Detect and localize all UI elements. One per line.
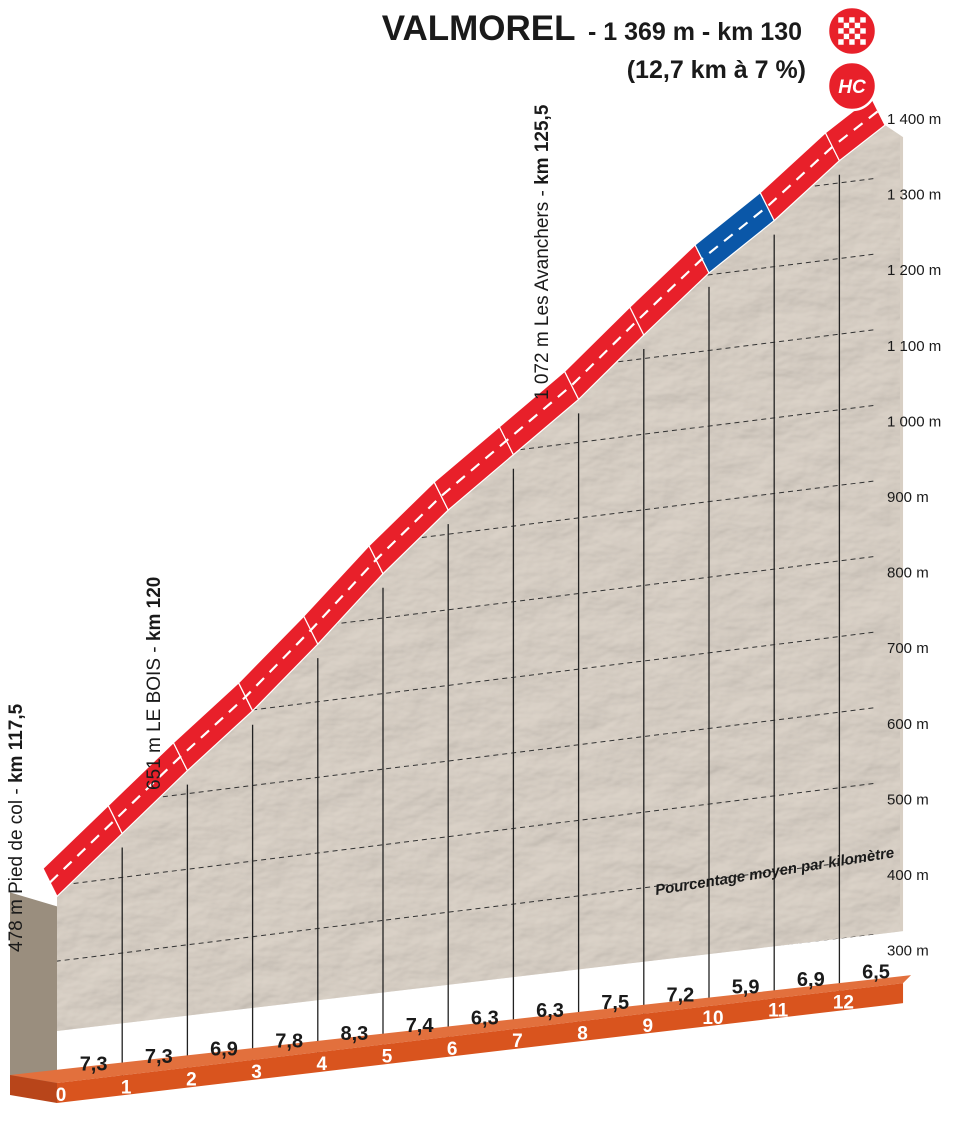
checker-square bbox=[843, 33, 850, 40]
km-label: 8 bbox=[577, 1023, 588, 1044]
base-bar bbox=[57, 983, 904, 1103]
checker-square bbox=[838, 22, 844, 29]
checker-square bbox=[838, 17, 844, 23]
km-label: 2 bbox=[186, 1070, 197, 1091]
landmark-name: 651 m LE BOIS - bbox=[144, 641, 165, 790]
summit-title: VALMOREL - 1 369 m - km 130 bbox=[382, 9, 802, 48]
terrain-texture bbox=[57, 125, 900, 1032]
gradient-label: 7,5 bbox=[601, 992, 629, 1014]
checker-square bbox=[843, 39, 850, 45]
checker-square bbox=[849, 33, 855, 40]
km-label: 11 bbox=[768, 1000, 789, 1021]
gradient-label: 7,8 bbox=[275, 1031, 303, 1053]
km-label: 9 bbox=[643, 1016, 654, 1037]
gradient-label: 6,3 bbox=[471, 1008, 499, 1030]
checker-square bbox=[854, 17, 861, 23]
km-label: 6 bbox=[447, 1039, 458, 1060]
altitude-tick-label: 600 m bbox=[887, 716, 929, 733]
altitude-tick-label: 1 100 m bbox=[887, 338, 941, 355]
summit-climb: (12,7 km à 7 %) bbox=[627, 56, 806, 84]
km-label: 1 bbox=[121, 1077, 132, 1098]
gradient-label: 6,9 bbox=[210, 1038, 238, 1060]
altitude-tick-label: 700 m bbox=[887, 640, 929, 657]
gradient-label: 7,3 bbox=[145, 1046, 173, 1068]
gradient-label: 8,3 bbox=[340, 1023, 368, 1045]
checker-square bbox=[843, 17, 850, 23]
base-bar-left-side bbox=[10, 1075, 57, 1103]
landmark-label: 478 m Pied de col - km 117,5 bbox=[6, 703, 27, 952]
road-ribbon bbox=[42, 96, 886, 898]
altitude-tick-label: 1 300 m bbox=[887, 187, 941, 204]
landmark-label: 651 m LE BOIS - km 120 bbox=[144, 577, 165, 790]
checker-square bbox=[860, 33, 866, 40]
checker-square bbox=[854, 39, 861, 45]
checker-square bbox=[849, 17, 855, 23]
altitude-tick-label: 500 m bbox=[887, 791, 929, 808]
landmark-name: 478 m Pied de col - bbox=[6, 783, 27, 952]
gradient-label: 6,9 bbox=[797, 969, 825, 991]
checker-square bbox=[854, 28, 861, 34]
landmark-km: km 125,5 bbox=[532, 104, 553, 185]
altitude-tick-label: 800 m bbox=[887, 565, 929, 582]
base-bar-top bbox=[10, 975, 912, 1083]
km-label: 12 bbox=[833, 993, 854, 1014]
gradient-label: 7,3 bbox=[80, 1054, 108, 1076]
landmark-name: 1 072 m Les Avanchers - bbox=[532, 185, 553, 400]
km-axis: 0 1 2 3 4 5 6 7 8 9 10 11 12 bbox=[56, 993, 854, 1106]
landmark-km: km 120 bbox=[144, 577, 165, 641]
altitude-tick-label: 1 400 m bbox=[887, 111, 941, 128]
checker-square bbox=[849, 39, 855, 45]
gradient-label: 7,2 bbox=[666, 984, 694, 1006]
altitude-tick-label: 400 m bbox=[887, 867, 929, 884]
km-label: 4 bbox=[317, 1054, 328, 1075]
checker-square bbox=[860, 17, 866, 23]
terrain-left-side bbox=[10, 892, 57, 1091]
km-dividers bbox=[121, 174, 841, 1079]
altitude-tick-label: 300 m bbox=[887, 943, 929, 960]
checker-square bbox=[854, 33, 861, 40]
checkered-flag-icon bbox=[826, 5, 878, 57]
checker-square bbox=[838, 39, 844, 45]
altitude-tick-label: 1 200 m bbox=[887, 262, 941, 279]
checker-square bbox=[843, 22, 850, 29]
altitude-tick-label: 900 m bbox=[887, 489, 929, 506]
checker-square bbox=[849, 22, 855, 29]
altitude-axis: 300 m 400 m 500 m 600 m 700 m 800 m 900 m 1 000… bbox=[887, 111, 941, 960]
hc-category-badge: HC bbox=[826, 60, 878, 112]
summit-details: - 1 369 m - km 130 bbox=[588, 18, 802, 46]
landmark-km: km 117,5 bbox=[6, 703, 27, 783]
km-label: 10 bbox=[702, 1008, 723, 1029]
svg-text:HC: HC bbox=[838, 77, 866, 98]
km-label: 3 bbox=[251, 1062, 262, 1083]
landmark-label: 1 072 m Les Avanchers - km 125,5 bbox=[532, 104, 553, 400]
checker-square bbox=[860, 39, 866, 45]
checker-square bbox=[860, 22, 866, 29]
checker-square bbox=[838, 33, 844, 40]
gradient-label: 7,4 bbox=[406, 1015, 435, 1037]
altitude-tick-label: 1 000 m bbox=[887, 413, 941, 430]
gradient-label: 5,9 bbox=[732, 977, 760, 999]
gradient-label: 6,3 bbox=[536, 1000, 564, 1022]
km-label: 7 bbox=[512, 1031, 523, 1052]
checker-square bbox=[860, 28, 866, 34]
gridline bbox=[57, 125, 876, 211]
gradient-label: 6,5 bbox=[862, 961, 890, 983]
checker-square bbox=[838, 28, 844, 34]
km-label: 0 bbox=[56, 1085, 67, 1106]
km-label: 5 bbox=[382, 1047, 393, 1068]
summit-name: VALMOREL bbox=[382, 9, 576, 48]
checker-square bbox=[843, 28, 850, 34]
road-centre-line bbox=[49, 110, 879, 884]
landmark-labels: 478 m Pied de col - km 117,5 651 m LE BOI… bbox=[6, 104, 553, 952]
checker-square bbox=[849, 28, 855, 34]
checker-square bbox=[854, 22, 861, 29]
gradient-labels: 7,3 7,3 6,9 7,8 8,3 7,4 6,3 6,3 7,5 7,2 5,9 6,9 6,5 bbox=[80, 961, 890, 1075]
